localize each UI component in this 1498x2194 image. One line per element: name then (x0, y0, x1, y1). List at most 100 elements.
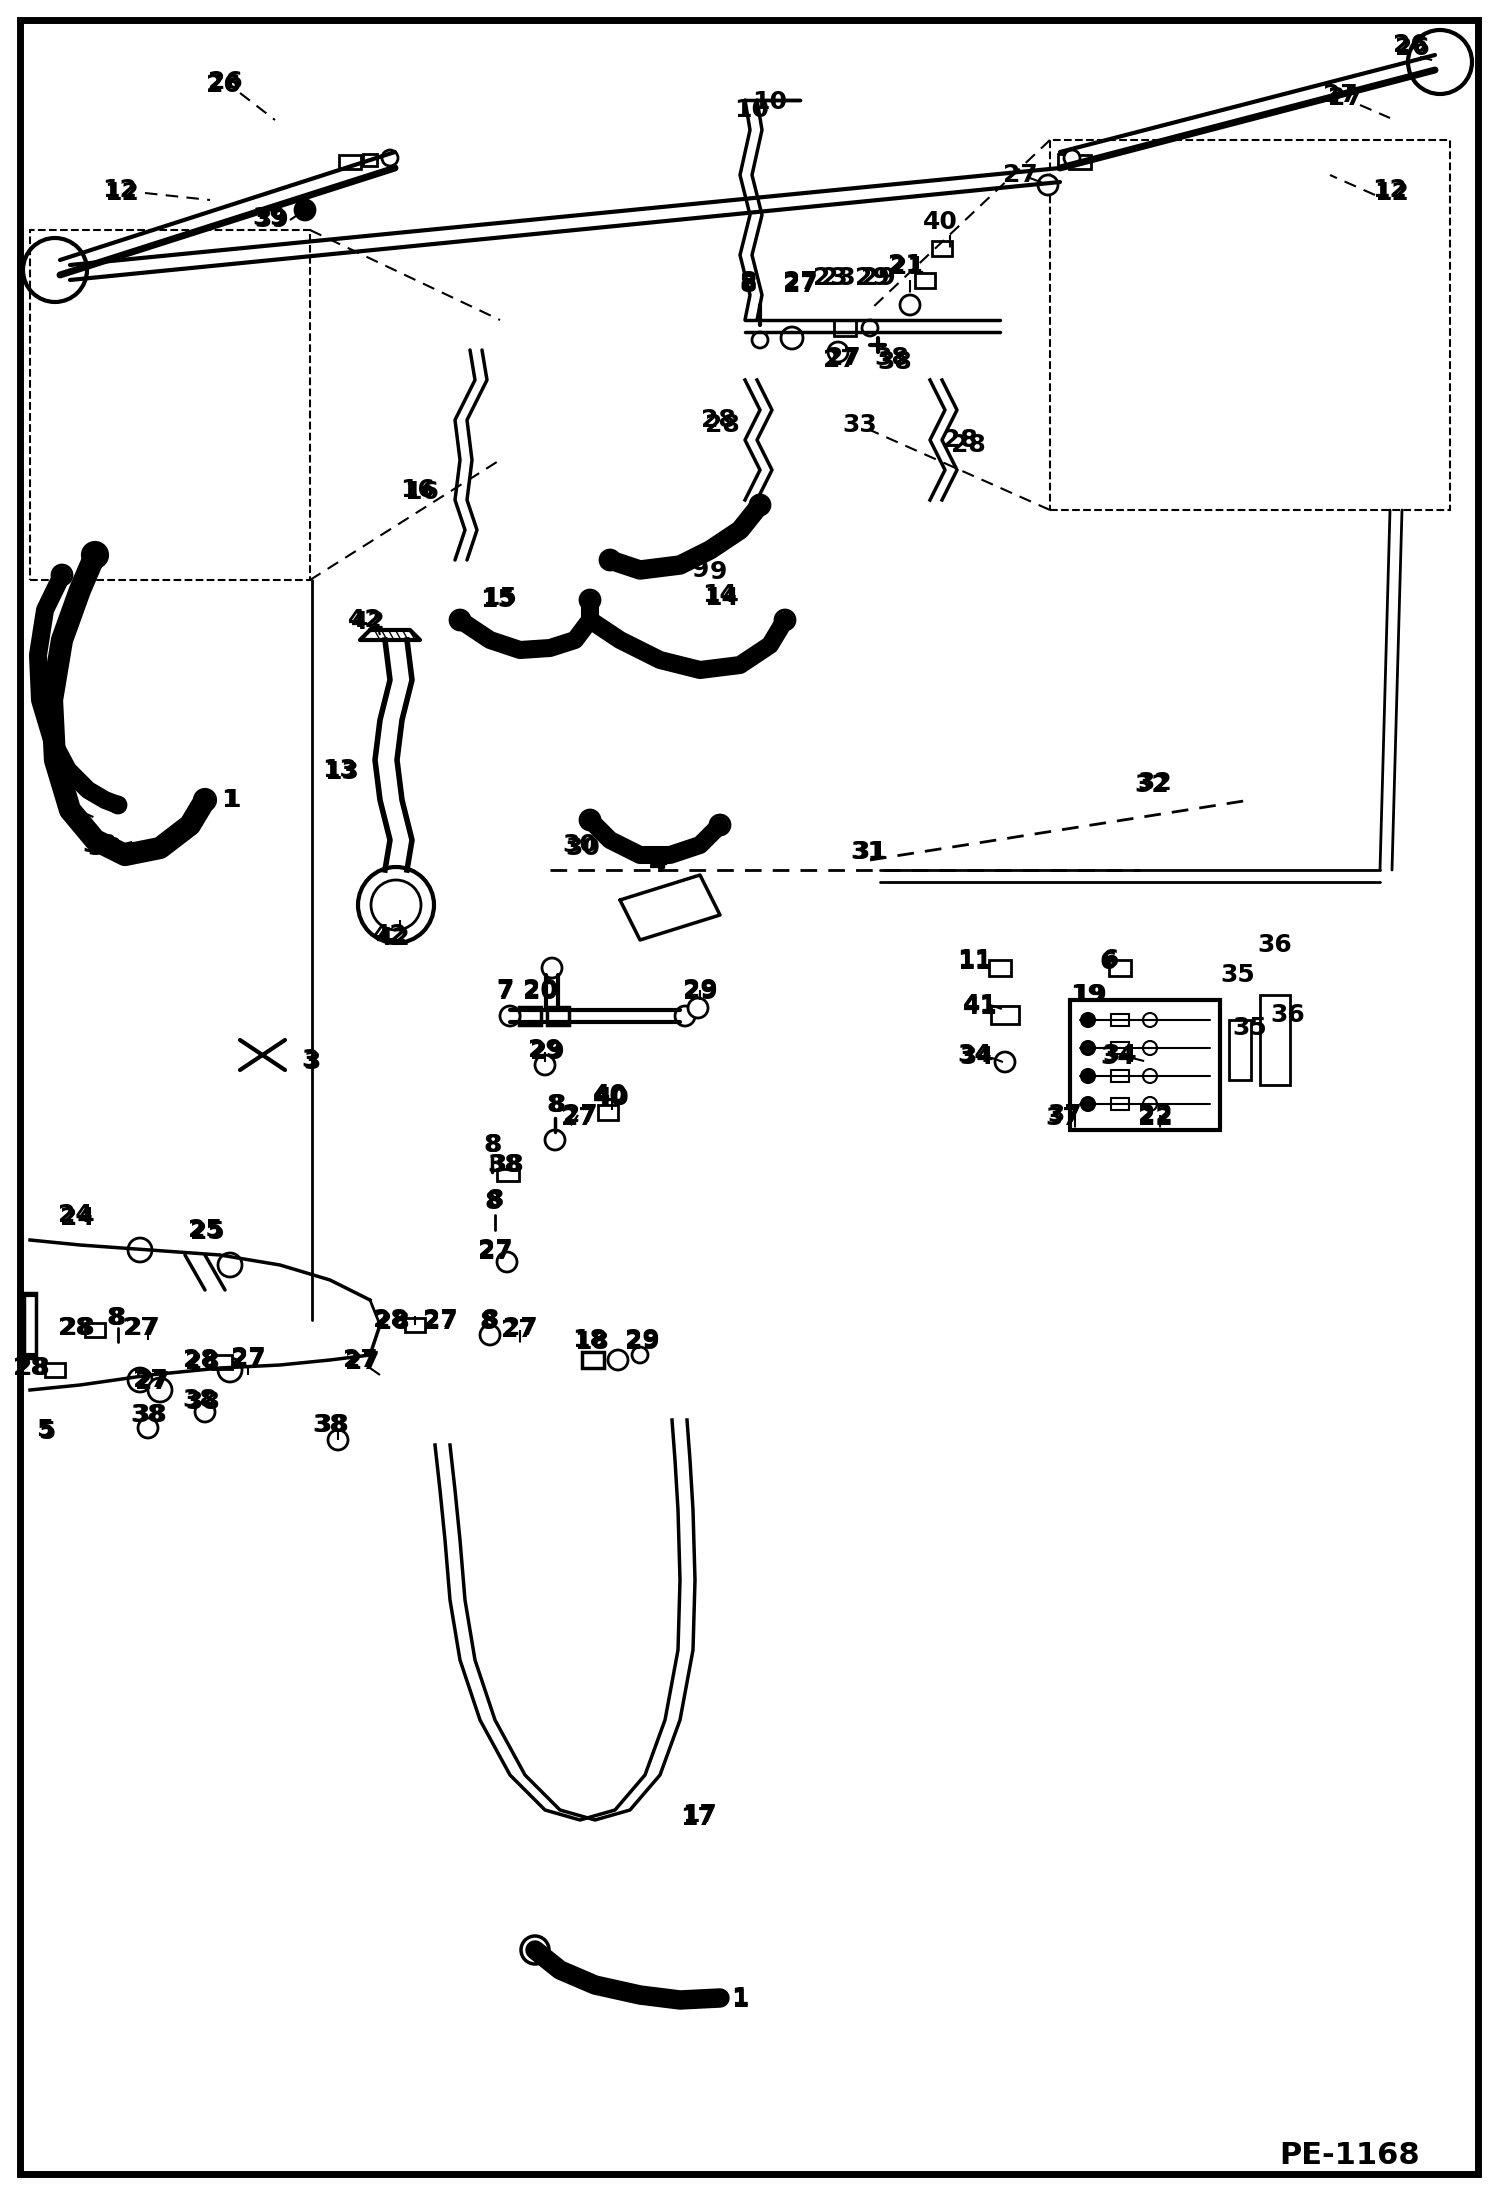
Circle shape (632, 1347, 649, 1362)
Circle shape (295, 200, 315, 219)
Bar (45, 1362, 64, 1378)
Circle shape (219, 1253, 243, 1277)
Circle shape (127, 1369, 151, 1391)
Circle shape (995, 1051, 1016, 1073)
Text: 34: 34 (1101, 1044, 1135, 1068)
Text: 8: 8 (548, 1093, 566, 1117)
Text: 26: 26 (1395, 35, 1429, 59)
Text: 13: 13 (322, 757, 358, 781)
Text: 27: 27 (822, 349, 857, 373)
Text: 27: 27 (478, 1237, 512, 1262)
Text: 8: 8 (108, 1305, 126, 1330)
Text: 2: 2 (61, 792, 79, 816)
Text: 29: 29 (625, 1327, 659, 1352)
Text: 42: 42 (351, 610, 385, 634)
Text: 38: 38 (488, 1154, 523, 1176)
Text: 7: 7 (496, 981, 514, 1005)
Bar (1260, 996, 1290, 1086)
Text: 29: 29 (683, 979, 718, 1003)
Text: 28: 28 (704, 412, 740, 437)
Circle shape (358, 867, 434, 943)
Text: 8: 8 (740, 272, 756, 296)
Bar (1050, 140, 1450, 509)
Text: 36: 36 (1270, 1003, 1305, 1027)
Text: 27: 27 (422, 1310, 457, 1334)
Text: 42: 42 (348, 608, 382, 632)
Text: 20: 20 (523, 981, 557, 1005)
Text: 22: 22 (1137, 1104, 1173, 1128)
Text: 18: 18 (572, 1327, 607, 1352)
Text: 27: 27 (345, 1349, 379, 1373)
Text: 38: 38 (313, 1413, 348, 1437)
Text: 17: 17 (680, 1806, 716, 1830)
Text: 31: 31 (852, 840, 887, 864)
Text: 27: 27 (825, 347, 860, 371)
Text: 36: 36 (1258, 932, 1293, 957)
Text: 2: 2 (63, 794, 81, 818)
Bar (915, 272, 935, 287)
Text: 35: 35 (1233, 1016, 1267, 1040)
Circle shape (688, 998, 709, 1018)
Text: 13: 13 (325, 759, 360, 783)
Text: 4: 4 (649, 853, 667, 878)
Circle shape (372, 880, 421, 930)
Text: 28: 28 (183, 1347, 217, 1371)
Circle shape (861, 320, 878, 336)
Text: 27: 27 (343, 1347, 377, 1371)
Circle shape (780, 327, 803, 349)
Text: 34: 34 (957, 1042, 992, 1066)
Text: 27: 27 (133, 1369, 168, 1391)
Text: 28: 28 (57, 1316, 93, 1341)
Text: 41: 41 (963, 994, 998, 1018)
Circle shape (127, 1237, 151, 1262)
Bar (24, 1292, 36, 1358)
Bar (1109, 961, 1131, 976)
Text: 8: 8 (479, 1310, 497, 1334)
Text: 27: 27 (123, 1316, 157, 1341)
Circle shape (542, 959, 562, 979)
Circle shape (608, 1349, 628, 1369)
Text: 5: 5 (36, 1417, 54, 1441)
Circle shape (750, 496, 770, 516)
Circle shape (195, 1402, 216, 1422)
Text: 38: 38 (130, 1402, 165, 1426)
Circle shape (1038, 176, 1058, 195)
Circle shape (900, 294, 920, 316)
Circle shape (535, 1055, 554, 1075)
Text: 1: 1 (222, 788, 238, 812)
Text: 38: 38 (490, 1154, 524, 1176)
Circle shape (109, 796, 126, 814)
Circle shape (521, 1935, 548, 1964)
Text: 16: 16 (400, 478, 436, 502)
Text: 27: 27 (231, 1345, 265, 1369)
Circle shape (22, 237, 87, 303)
Text: PE-1168: PE-1168 (1279, 2141, 1420, 2170)
Text: 30: 30 (566, 836, 601, 860)
Text: 15: 15 (481, 588, 515, 612)
Text: 12: 12 (105, 180, 139, 204)
Text: 42: 42 (376, 926, 410, 950)
Circle shape (219, 1358, 243, 1382)
Text: 27: 27 (563, 1104, 598, 1128)
Text: 39: 39 (253, 206, 288, 230)
Text: 15: 15 (482, 586, 517, 610)
Bar (1112, 1071, 1129, 1082)
Text: 11: 11 (957, 948, 993, 972)
Circle shape (1143, 1040, 1156, 1055)
Text: 1: 1 (731, 1986, 749, 2010)
Text: 21: 21 (887, 252, 923, 276)
Text: 25: 25 (190, 1220, 225, 1244)
Circle shape (676, 1007, 695, 1027)
Circle shape (449, 610, 470, 630)
Circle shape (1082, 1040, 1095, 1055)
Bar (213, 1356, 232, 1369)
Text: 33: 33 (82, 834, 117, 858)
Text: 25: 25 (187, 1218, 222, 1242)
Bar (339, 156, 361, 169)
Text: 29: 29 (683, 981, 718, 1005)
Bar (989, 961, 1011, 976)
Text: 40: 40 (923, 211, 957, 235)
Text: 19: 19 (1073, 983, 1107, 1007)
Text: 40: 40 (593, 1084, 628, 1108)
Text: 8: 8 (106, 1305, 124, 1330)
